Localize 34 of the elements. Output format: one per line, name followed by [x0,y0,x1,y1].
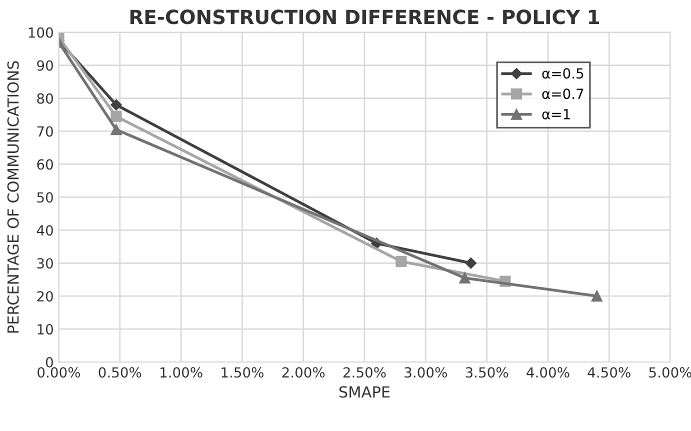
point [465,258,477,269]
y-tick-label: 20 [37,291,53,302]
y-tick-label: 30 [37,258,53,269]
point [591,290,602,302]
chart-title: RE-CONSTRUCTION DIFFERENCE - POLICY 1 [130,10,600,24]
x-axis-title: SMAPE [339,386,390,398]
y-tick-label: 90 [37,60,53,71]
y-tick-label: 80 [37,93,53,104]
x-tick-label: 4.50% [588,367,630,378]
y-tick-label: 70 [37,126,53,137]
y-tick-label: 50 [37,192,53,203]
x-tick-label: 4.00% [526,367,570,378]
x-tick-label: 0.00% [38,367,80,378]
point [110,99,122,110]
y-tick-label: 0 [46,357,53,368]
legend-label: α=0.5 [542,68,584,79]
legend-label: α=1 [542,109,570,120]
legend-label: α=0.7 [542,88,584,100]
x-tick-label: 1.00% [160,367,202,378]
x-tick-label: 1.50% [222,367,264,378]
point [396,256,407,268]
x-tick-label: 2.00% [282,367,325,378]
x-tick-label: 2.50% [343,367,386,378]
y-tick-label: 10 [38,324,53,335]
x-tick-label: 0.50% [98,367,142,378]
x-tick-label: 3.00% [404,367,447,378]
point [110,124,122,136]
y-axis-title: PERCENTAGE OF COMMUNICATIONS [7,61,19,333]
x-tick-label: 3.50% [466,367,508,378]
point [459,272,470,284]
y-tick-label: 60 [37,159,53,170]
point [110,110,122,122]
y-tick-label: 100 [28,27,53,38]
y-tick-label: 40 [36,225,53,236]
